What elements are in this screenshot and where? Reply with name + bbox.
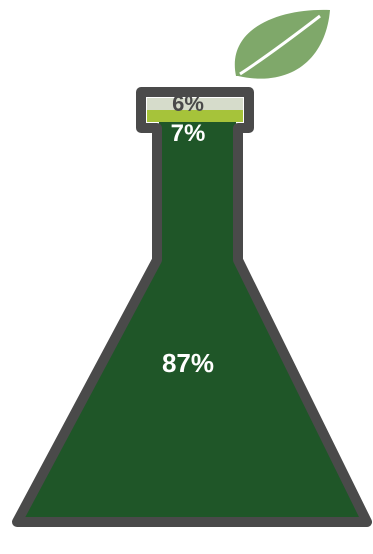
flask-outline bbox=[12, 87, 372, 527]
flask-segment bbox=[22, 122, 362, 518]
segment-value-label: 7% bbox=[171, 120, 206, 147]
leaf-vein bbox=[239, 14, 321, 76]
segment-value-label: 87% bbox=[162, 348, 214, 378]
